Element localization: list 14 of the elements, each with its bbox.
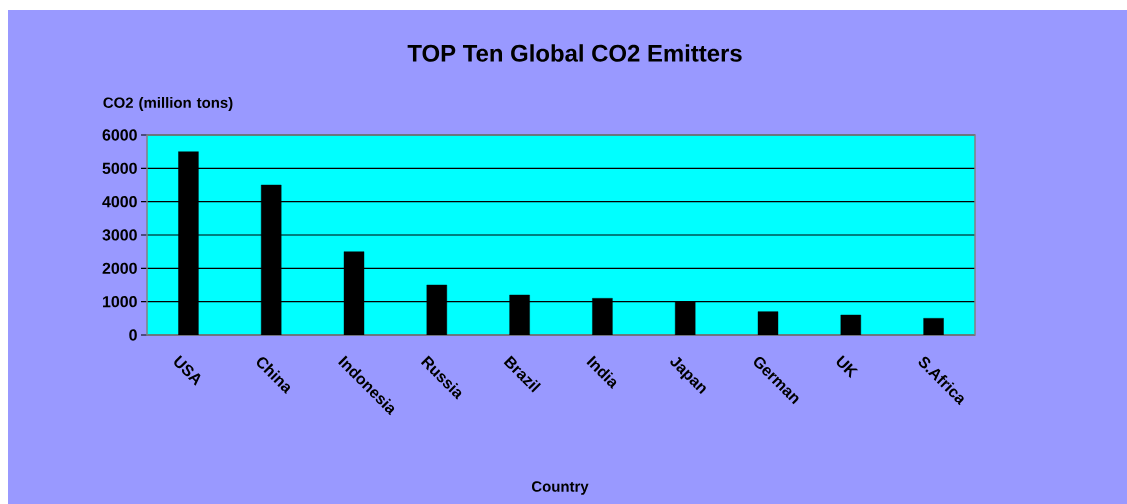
- y-tick-label: 2000: [102, 262, 137, 274]
- bar: [923, 318, 944, 335]
- y-tick-label: 0: [129, 329, 137, 341]
- y-tick-label: 5000: [102, 162, 137, 174]
- y-tick-label: 4000: [102, 196, 137, 208]
- bar: [840, 314, 862, 335]
- x-axis-title: Country: [531, 481, 589, 495]
- x-tick-label: UK: [836, 355, 859, 379]
- y-axis-title: CO2 (million tons): [103, 97, 233, 111]
- chart-title: TOP Ten Global CO2 Emitters: [407, 44, 742, 62]
- y-tick-label: 6000: [102, 129, 137, 141]
- bar: [757, 311, 779, 335]
- y-tick-label: 3000: [102, 229, 137, 241]
- y-tick-label: 1000: [103, 296, 137, 308]
